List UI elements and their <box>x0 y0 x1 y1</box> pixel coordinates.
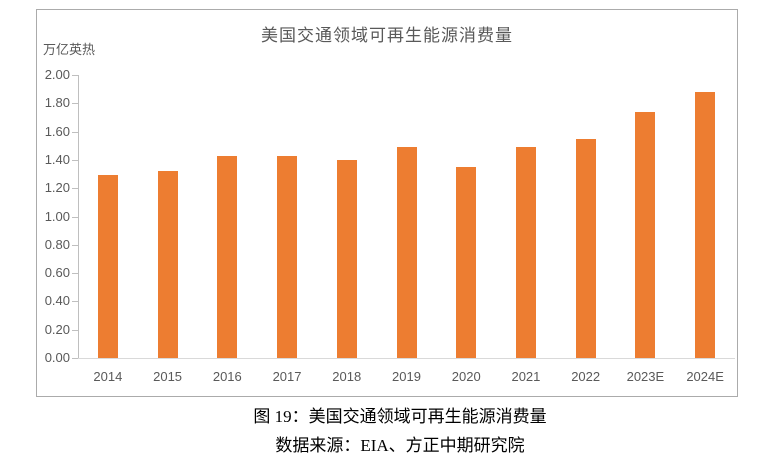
bar-2024E <box>695 91 716 358</box>
y-tick-label: 2.00 <box>44 67 70 82</box>
y-axis-tick <box>72 301 78 303</box>
x-tick-label: 2021 <box>511 369 541 384</box>
y-axis-tick <box>72 358 78 359</box>
y-axis-tick <box>72 75 78 76</box>
y-axis-tick <box>72 329 78 331</box>
x-tick-label: 2020 <box>451 369 481 384</box>
y-axis-tick <box>72 244 78 246</box>
y-tick-label: 0.80 <box>44 236 70 252</box>
figure-caption: 图 19：美国交通领域可再生能源消费量 <box>253 407 547 426</box>
x-tick-label: 2022 <box>571 369 601 384</box>
x-tick-label: 2016 <box>212 369 242 384</box>
y-axis-tick <box>72 103 78 105</box>
x-tick-label: 2014 <box>93 369 123 384</box>
bar-2015 <box>157 171 178 358</box>
bar-2021 <box>515 147 536 358</box>
data-source: 数据来源：EIA、方正中期研究院 <box>275 436 525 455</box>
y-axis-tick <box>72 273 78 275</box>
y-tick-label: 1.80 <box>44 95 70 111</box>
chart-title: 美国交通领域可再生能源消费量 <box>261 26 513 45</box>
y-axis-unit-label: 万亿英热 <box>43 42 96 57</box>
x-axis <box>78 358 735 359</box>
bar-2016 <box>217 155 238 358</box>
y-axis <box>78 75 79 358</box>
y-tick-label: 0.20 <box>44 321 70 337</box>
y-tick-label: 1.60 <box>44 123 70 139</box>
y-tick-label: 0.40 <box>44 293 70 309</box>
y-axis-tick <box>72 216 78 218</box>
chart-area: 美国交通领域可再生能源消费量 万亿英热 0.00 0.20 0.40 0.60 0.80… <box>36 9 738 397</box>
x-tick-label: 2019 <box>392 369 421 384</box>
x-tick-label: 2015 <box>153 369 183 384</box>
y-tick-label: 1.20 <box>44 180 70 196</box>
plot-area: 0.00 0.20 0.40 0.60 0.80 1.00 1.20 1.40 1.60 1.80… <box>37 10 737 396</box>
bar-2020 <box>456 166 477 358</box>
bar-2022 <box>575 138 596 358</box>
bar-2023E <box>635 111 656 358</box>
x-tick-label: 2017 <box>272 369 302 384</box>
y-tick-label: 0.60 <box>44 265 70 281</box>
x-tick-label: 2018 <box>332 369 362 384</box>
bar-2019 <box>396 147 417 358</box>
bar-2018 <box>336 159 357 358</box>
figure-caption-block: 图 19：美国交通领域可再生能源消费量 数据来源：EIA、方正中期研究院 <box>0 402 764 460</box>
y-axis-tick <box>72 131 78 133</box>
y-axis-tick <box>72 159 78 161</box>
y-axis-tick <box>72 188 78 190</box>
x-tick-label: 2024E <box>686 369 724 384</box>
y-tick-label: 1.00 <box>44 208 70 224</box>
x-tick-label: 2023E <box>626 369 665 384</box>
y-tick-label: 0.00 <box>44 350 70 365</box>
y-tick-label: 1.40 <box>44 151 70 167</box>
bar-2014 <box>97 175 118 358</box>
bar-2017 <box>277 155 298 358</box>
